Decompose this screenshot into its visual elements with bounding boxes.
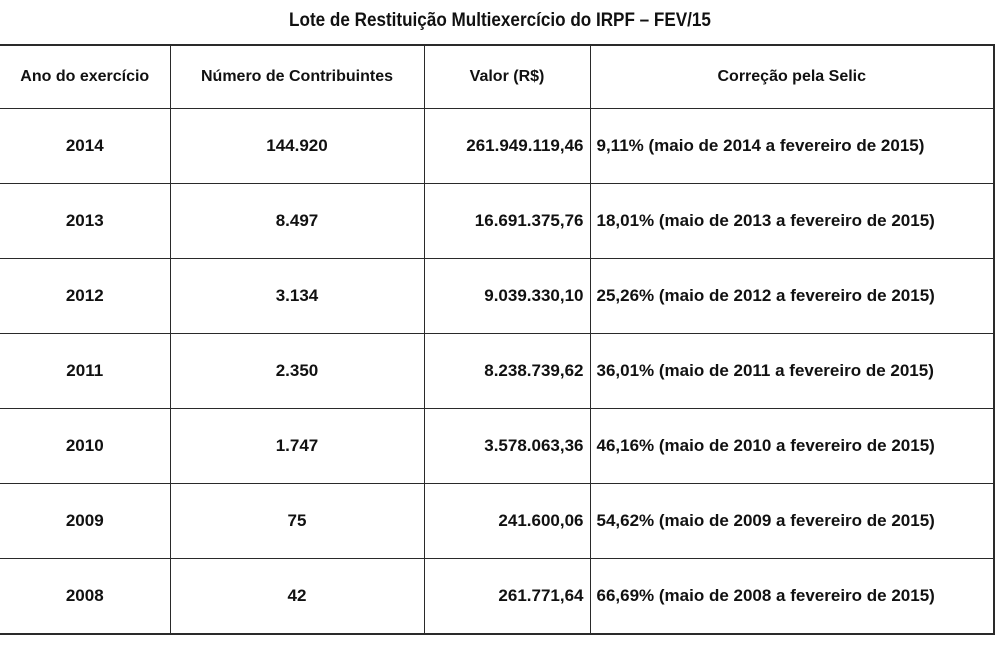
cell-contribuintes: 3.134 — [169, 258, 425, 334]
cell-correcao: 54,62% (maio de 2009 a fevereiro de 2015… — [589, 483, 995, 559]
cell-valor: 16.691.375,76 — [423, 183, 591, 259]
table-row: 2008 42 261.771,64 66,69% (maio de 2008 … — [0, 558, 995, 635]
cell-contribuintes: 144.920 — [169, 108, 425, 184]
cell-ano: 2011 — [0, 333, 171, 409]
cell-ano: 2012 — [0, 258, 171, 334]
cell-valor: 3.578.063,36 — [423, 408, 591, 484]
table-body: 2014 144.920 261.949.119,46 9,11% (maio … — [0, 108, 995, 635]
table-title: Lote de Restituição Multiexercício do IR… — [289, 10, 711, 31]
table-header: Ano do exercício Número de Contribuintes… — [0, 44, 995, 109]
cell-correcao: 18,01% (maio de 2013 a fevereiro de 2015… — [589, 183, 995, 259]
column-header-valor: Valor (R$) — [423, 44, 591, 109]
header-row: Ano do exercício Número de Contribuintes… — [0, 44, 995, 109]
cell-valor: 241.600,06 — [423, 483, 591, 559]
cell-valor: 261.949.119,46 — [423, 108, 591, 184]
restitution-table: Ano do exercício Número de Contribuintes… — [0, 44, 995, 635]
table-row: 2012 3.134 9.039.330,10 25,26% (maio de … — [0, 258, 995, 334]
cell-contribuintes: 1.747 — [169, 408, 425, 484]
table-row: 2014 144.920 261.949.119,46 9,11% (maio … — [0, 108, 995, 184]
cell-ano: 2010 — [0, 408, 171, 484]
table-row: 2013 8.497 16.691.375,76 18,01% (maio de… — [0, 183, 995, 259]
cell-correcao: 25,26% (maio de 2012 a fevereiro de 2015… — [589, 258, 995, 334]
cell-contribuintes: 2.350 — [169, 333, 425, 409]
cell-valor: 261.771,64 — [423, 558, 591, 635]
table-row: 2011 2.350 8.238.739,62 36,01% (maio de … — [0, 333, 995, 409]
cell-correcao: 9,11% (maio de 2014 a fevereiro de 2015) — [589, 108, 995, 184]
cell-valor: 8.238.739,62 — [423, 333, 591, 409]
cell-valor: 9.039.330,10 — [423, 258, 591, 334]
column-header-ano: Ano do exercício — [0, 44, 171, 109]
cell-ano: 2008 — [0, 558, 171, 635]
column-header-correcao: Correção pela Selic — [589, 44, 995, 109]
cell-contribuintes: 75 — [169, 483, 425, 559]
table-row: 2009 75 241.600,06 54,62% (maio de 2009 … — [0, 483, 995, 559]
cell-ano: 2014 — [0, 108, 171, 184]
column-header-contribuintes: Número de Contribuintes — [169, 44, 425, 109]
cell-correcao: 66,69% (maio de 2008 a fevereiro de 2015… — [589, 558, 995, 635]
cell-contribuintes: 8.497 — [169, 183, 425, 259]
cell-correcao: 46,16% (maio de 2010 a fevereiro de 2015… — [589, 408, 995, 484]
cell-ano: 2009 — [0, 483, 171, 559]
cell-ano: 2013 — [0, 183, 171, 259]
cell-contribuintes: 42 — [169, 558, 425, 635]
table-row: 2010 1.747 3.578.063,36 46,16% (maio de … — [0, 408, 995, 484]
cell-correcao: 36,01% (maio de 2011 a fevereiro de 2015… — [589, 333, 995, 409]
